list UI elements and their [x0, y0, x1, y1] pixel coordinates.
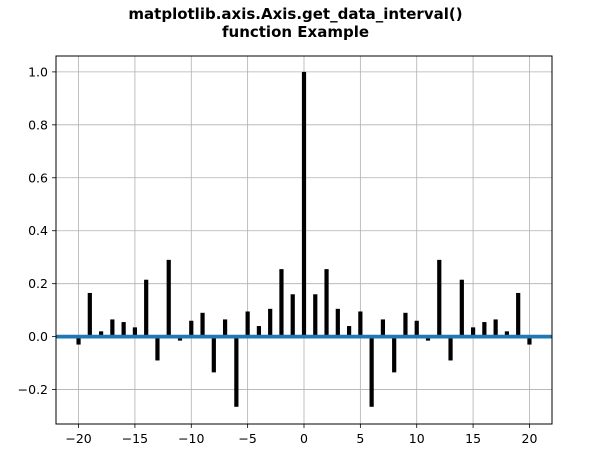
bar — [256, 326, 262, 337]
x-tick-label: 5 — [356, 431, 364, 446]
bar — [87, 292, 92, 337]
bar — [482, 322, 487, 337]
bar — [290, 294, 295, 337]
x-tick-label: 10 — [409, 431, 425, 446]
x-tick-label: −20 — [65, 431, 91, 446]
chart-title-line-1: matplotlib.axis.Axis.get_data_interval() — [128, 5, 463, 23]
bar — [414, 320, 419, 337]
bar — [437, 259, 442, 337]
y-tick-label: 1.0 — [28, 64, 48, 79]
bar — [459, 279, 464, 337]
bar — [121, 322, 126, 337]
bar — [110, 319, 115, 337]
bar — [211, 336, 216, 373]
bar — [245, 311, 250, 337]
bar — [189, 320, 194, 337]
bar — [301, 71, 307, 337]
bar — [493, 319, 498, 337]
bar — [200, 312, 205, 337]
bar — [177, 336, 183, 341]
bar — [98, 331, 104, 337]
bar-series — [76, 71, 532, 407]
bar — [335, 308, 340, 337]
bar — [470, 327, 476, 337]
x-tick-label: −5 — [238, 431, 256, 446]
x-tick-label: −10 — [178, 431, 204, 446]
y-tick-label: 0.6 — [28, 170, 48, 185]
x-tick-label: 15 — [465, 431, 481, 446]
bar — [516, 292, 521, 337]
chart-title-line-2: function Example — [221, 23, 370, 41]
bar — [155, 336, 160, 361]
bar — [527, 336, 532, 345]
bar — [425, 336, 431, 341]
y-tick-label: −0.2 — [18, 382, 48, 397]
bar — [313, 294, 318, 337]
bar — [369, 336, 374, 407]
x-tick-label: −15 — [122, 431, 148, 446]
bar — [504, 331, 510, 337]
y-tick-label: 0.4 — [28, 223, 48, 238]
bar — [346, 326, 352, 337]
bar — [144, 279, 149, 337]
y-tick-label: 0.0 — [28, 329, 48, 344]
bar — [76, 336, 81, 345]
bar — [392, 336, 397, 373]
bar — [234, 336, 239, 407]
bar — [222, 319, 228, 337]
y-tick-label: 0.8 — [28, 117, 48, 132]
x-tick-label: 0 — [300, 431, 308, 446]
bar — [324, 269, 329, 337]
axis-ticks: −20 −15 −10 −5 0 5 10 15 20 −0.2 0.0 0.2 0.4 0.6 0.8 1.… — [18, 64, 538, 446]
chart-title: matplotlib.axis.Axis.get_data_interval()… — [0, 5, 591, 41]
bar — [358, 311, 363, 337]
bar — [268, 308, 273, 337]
bar — [132, 327, 138, 337]
bar — [166, 259, 171, 337]
bar — [448, 336, 453, 361]
bar — [380, 319, 386, 337]
bar — [279, 269, 284, 337]
y-tick-label: 0.2 — [28, 276, 48, 291]
x-tick-label: 20 — [522, 431, 538, 446]
bar — [403, 312, 408, 337]
